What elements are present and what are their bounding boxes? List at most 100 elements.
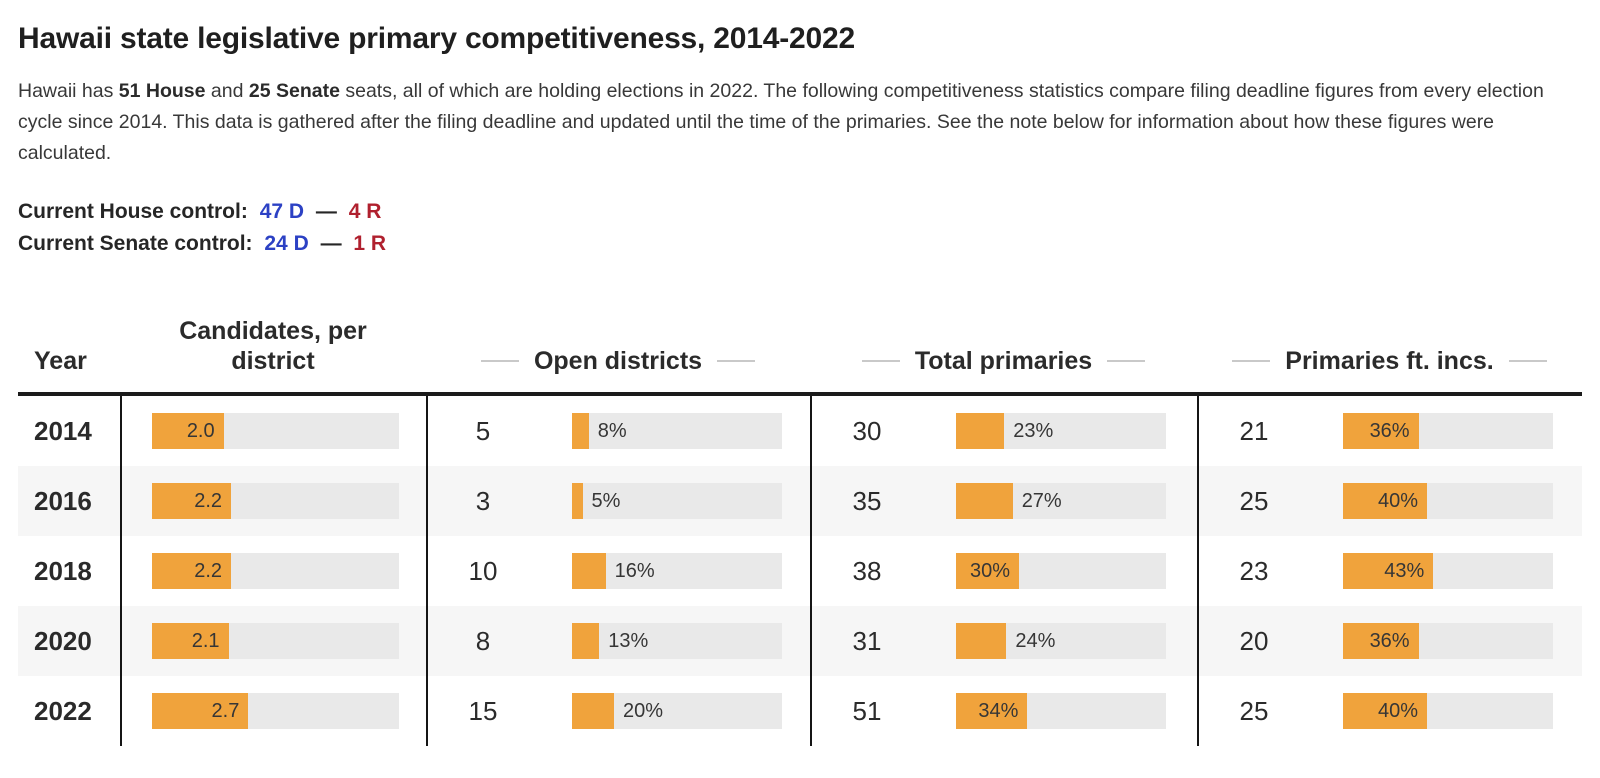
senate-dem-count: 24 D bbox=[264, 232, 309, 255]
control-separator: — bbox=[320, 232, 342, 255]
primaries-ft-incs-cell: 25 40% bbox=[1197, 466, 1582, 536]
bar-label: 36% bbox=[1369, 419, 1410, 442]
bar-label-container: 20% bbox=[614, 693, 663, 729]
mini-bar: 2.2 bbox=[152, 553, 399, 589]
bar-label: 2.2 bbox=[194, 489, 223, 512]
bar-label-container: 27% bbox=[1013, 483, 1062, 519]
mini-bar: 43% bbox=[1343, 553, 1553, 589]
column-header-primaries-ft-incs-text: Primaries ft. incs. bbox=[1285, 347, 1494, 375]
primaries-ft-incs-cell: 25 40% bbox=[1197, 676, 1582, 746]
candidates-per-district-cell: 2.2 bbox=[120, 466, 426, 536]
bar-label: 2.0 bbox=[186, 419, 215, 442]
column-header-open-districts: Open districts bbox=[426, 346, 810, 376]
mini-bar: 5% bbox=[572, 483, 782, 519]
open-districts-cell: 15 20% bbox=[426, 676, 810, 746]
bar-fill: 2.7 bbox=[152, 693, 249, 729]
header-dash bbox=[1107, 360, 1146, 362]
bar-label: 23% bbox=[1013, 419, 1054, 442]
count-value: 5 bbox=[475, 415, 491, 446]
table-row-2018: 2018 2.2 10 16% 38 30% 23 43% bbox=[18, 536, 1582, 606]
mini-bar: 30% bbox=[956, 553, 1166, 589]
bar-label: 36% bbox=[1369, 629, 1410, 652]
table-row-2016: 2016 2.2 3 5% 35 27% 25 40% bbox=[18, 466, 1582, 536]
table-row-2022: 2022 2.7 15 20% 51 34% 25 40% bbox=[18, 676, 1582, 746]
mini-bar: 27% bbox=[956, 483, 1166, 519]
senate-control-label: Current Senate control: bbox=[18, 232, 253, 255]
count-value: 21 bbox=[1239, 415, 1269, 446]
bar-fill: 2.2 bbox=[152, 483, 232, 519]
count-value: 15 bbox=[468, 695, 498, 726]
intro-text: Hawaii has bbox=[18, 80, 119, 102]
count-value: 23 bbox=[1239, 555, 1269, 586]
mini-bar: 8% bbox=[572, 413, 782, 449]
bar-fill bbox=[572, 693, 614, 729]
candidates-per-district-cell: 2.0 bbox=[120, 396, 426, 466]
bar-fill: 2.0 bbox=[152, 413, 224, 449]
candidates-per-district-cell: 2.7 bbox=[120, 676, 426, 746]
house-seats-count: 51 House bbox=[118, 80, 206, 102]
mini-bar: 40% bbox=[1343, 483, 1553, 519]
total-primaries-cell: 35 27% bbox=[810, 466, 1197, 536]
mini-bar: 34% bbox=[956, 693, 1166, 729]
bar-fill: 36% bbox=[1343, 623, 1419, 659]
year-cell: 2016 bbox=[34, 485, 92, 516]
mini-bar: 23% bbox=[956, 413, 1166, 449]
house-dem-count: 47 D bbox=[259, 200, 305, 223]
mini-bar: 40% bbox=[1343, 693, 1553, 729]
count-value: 35 bbox=[852, 485, 882, 516]
bar-fill: 40% bbox=[1343, 693, 1427, 729]
table-row-2020: 2020 2.1 8 13% 31 24% 20 36% bbox=[18, 606, 1582, 676]
mini-bar: 2.7 bbox=[152, 693, 399, 729]
year-cell: 2014 bbox=[34, 415, 92, 446]
column-header-candidates-text: Candidates, per district bbox=[179, 317, 367, 375]
senate-rep-count: 1 R bbox=[353, 232, 387, 255]
column-header-open-districts-text: Open districts bbox=[533, 347, 703, 375]
total-primaries-cell: 30 23% bbox=[810, 396, 1197, 466]
bar-fill: 36% bbox=[1343, 413, 1419, 449]
bar-label: 43% bbox=[1384, 559, 1425, 582]
column-header-total-primaries: Total primaries bbox=[810, 346, 1197, 376]
open-districts-cell: 8 13% bbox=[426, 606, 810, 676]
year-cell: 2018 bbox=[34, 555, 92, 586]
year-cell: 2020 bbox=[34, 625, 92, 656]
mini-bar: 20% bbox=[572, 693, 782, 729]
house-control-label: Current House control: bbox=[18, 200, 248, 223]
primaries-ft-incs-cell: 20 36% bbox=[1197, 606, 1582, 676]
mini-bar: 13% bbox=[572, 623, 782, 659]
count-value: 20 bbox=[1239, 625, 1269, 656]
primaries-ft-incs-cell: 21 36% bbox=[1197, 396, 1582, 466]
candidates-per-district-cell: 2.1 bbox=[120, 606, 426, 676]
candidates-per-district-cell: 2.2 bbox=[120, 536, 426, 606]
bar-fill: 30% bbox=[956, 553, 1019, 589]
count-value: 8 bbox=[475, 625, 491, 656]
count-value: 3 bbox=[475, 485, 491, 516]
bar-label: 40% bbox=[1377, 699, 1418, 722]
total-primaries-cell: 31 24% bbox=[810, 606, 1197, 676]
mini-bar: 36% bbox=[1343, 623, 1553, 659]
page-title: Hawaii state legislative primary competi… bbox=[18, 22, 855, 55]
bar-label-container: 24% bbox=[1006, 623, 1055, 659]
count-value: 51 bbox=[852, 695, 882, 726]
bar-label: 27% bbox=[1021, 489, 1062, 512]
table-row-2014: 2014 2.0 5 8% 30 23% 21 36% bbox=[18, 396, 1582, 466]
bar-label: 2.2 bbox=[194, 559, 223, 582]
house-control-line: Current House control: 47 D — 4 R bbox=[18, 196, 1582, 228]
column-header-total-primaries-text: Total primaries bbox=[914, 347, 1093, 375]
bar-label-container: 8% bbox=[589, 413, 627, 449]
bar-label-container: 13% bbox=[599, 623, 648, 659]
total-primaries-cell: 51 34% bbox=[810, 676, 1197, 746]
bar-fill bbox=[572, 553, 606, 589]
bar-fill: 34% bbox=[956, 693, 1028, 729]
bar-label: 30% bbox=[969, 559, 1010, 582]
bar-fill bbox=[956, 413, 1005, 449]
bar-label: 2.7 bbox=[211, 699, 240, 722]
competitiveness-table: Year Candidates, per district Open distr… bbox=[18, 316, 1582, 746]
bar-fill bbox=[956, 483, 1013, 519]
header-dash bbox=[480, 360, 519, 362]
count-value: 25 bbox=[1239, 485, 1269, 516]
count-value: 30 bbox=[852, 415, 882, 446]
mini-bar: 2.2 bbox=[152, 483, 399, 519]
house-rep-count: 4 R bbox=[348, 200, 382, 223]
bar-fill bbox=[572, 413, 589, 449]
senate-control-line: Current Senate control: 24 D — 1 R bbox=[18, 228, 1582, 260]
